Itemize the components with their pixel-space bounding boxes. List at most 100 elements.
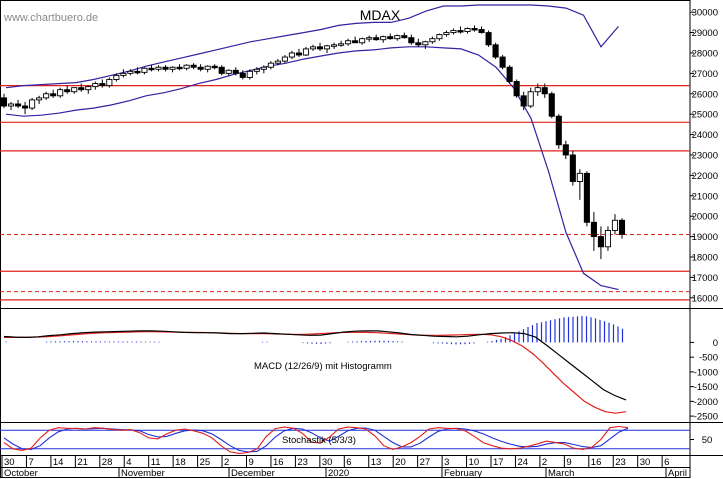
macd-y-tick-label: -500	[699, 353, 718, 364]
candle-body	[141, 67, 148, 73]
candle-body	[162, 66, 169, 70]
candle-body	[457, 30, 464, 33]
macd-label: MACD (12/26/9) mit Histogramm	[254, 361, 392, 372]
price-y-tick-label: 26000	[692, 89, 718, 100]
candle-body	[331, 44, 338, 47]
candle-body	[415, 42, 422, 46]
x-tick-label: 30	[640, 457, 651, 468]
candle-body	[64, 89, 71, 93]
candle-body	[197, 66, 204, 70]
candle-body	[99, 83, 106, 87]
x-tick-label: 10	[469, 457, 480, 468]
candle-body	[92, 83, 99, 88]
candle-body	[29, 99, 36, 109]
candle-body	[218, 66, 225, 74]
candle-body	[548, 93, 555, 117]
candle-body	[527, 91, 534, 107]
x-tick-label: 11	[151, 457, 161, 468]
macd-signal-line	[4, 331, 627, 414]
candle-body	[134, 70, 141, 74]
candle-body	[555, 115, 562, 146]
candle-body	[176, 66, 183, 70]
candle-body	[281, 56, 288, 62]
price-y-tick-label: 16000	[692, 293, 718, 304]
x-tick-label: 4	[126, 457, 131, 468]
x-tick-label: 30	[4, 457, 15, 468]
candle-body	[43, 93, 50, 99]
candle-body	[253, 68, 260, 72]
x-tick-label: 2	[224, 457, 229, 468]
candle-body	[478, 29, 485, 34]
x-tick-label: 28	[102, 457, 113, 468]
candle-body	[394, 35, 401, 40]
candle-body	[267, 62, 274, 68]
candle-body	[288, 52, 295, 58]
price-y-tick-label: 19000	[692, 232, 718, 243]
candle-body	[295, 52, 303, 56]
x-tick-label: 25	[200, 457, 211, 468]
candle-body	[373, 37, 380, 41]
x-tick-label: 9	[566, 457, 571, 468]
candle-body	[387, 36, 394, 40]
x-tick-label: 17	[493, 457, 504, 468]
candle-body	[225, 69, 232, 74]
candle-body	[618, 219, 626, 236]
x-tick-label: 24	[517, 457, 528, 468]
x-tick-label: 16	[273, 457, 284, 468]
candle-body	[611, 219, 619, 231]
price-y-tick-label: 29000	[692, 28, 718, 39]
candle-body	[246, 70, 253, 78]
stoch-k-line	[3, 425, 629, 454]
candle-body	[309, 46, 317, 50]
candle-body	[464, 28, 471, 32]
price-y-tick-label: 20000	[692, 212, 718, 223]
candle-body	[401, 35, 408, 39]
macd-y-tick-label: -1500	[694, 382, 718, 393]
price-y-tick-label: 23000	[692, 150, 718, 161]
candle-body	[274, 60, 281, 64]
x-tick-label: 23	[297, 457, 308, 468]
candle-body	[499, 56, 506, 68]
x-tick-label: 6	[346, 457, 351, 468]
macd-line	[3, 330, 627, 401]
candle-body	[562, 144, 569, 156]
candle-body	[78, 87, 85, 91]
candle-body	[583, 172, 590, 223]
candle-body	[302, 48, 310, 56]
macd-panel: 0 -500 -1000 -1500 -2000 -2500	[3, 316, 718, 423]
candle-body	[232, 69, 239, 74]
macd-y-tick-label: -2000	[694, 397, 718, 408]
candle-body	[22, 105, 29, 109]
watermark: www.chartbuero.de	[3, 12, 98, 24]
plot-border	[0, 0, 691, 478]
candle-body	[380, 36, 387, 41]
price-y-tick-label: 22000	[692, 171, 718, 182]
candle-body	[50, 93, 57, 97]
x-tick-label: 13	[371, 457, 382, 468]
candle-body	[316, 46, 324, 50]
x-tick-label: 14	[53, 457, 64, 468]
candle-body	[366, 37, 373, 40]
candle-body	[57, 89, 64, 97]
candle-body	[239, 72, 246, 78]
candle-body	[169, 66, 176, 70]
candle-body	[0, 97, 8, 107]
candle-body	[106, 79, 113, 87]
candle-body	[492, 44, 499, 58]
stochastic-label: Stochastik (5/3/3)	[282, 435, 356, 446]
x-tick-label: 2	[542, 457, 547, 468]
candle-body	[506, 66, 513, 82]
x-tick-label: 23	[615, 457, 626, 468]
price-y-tick-label: 21000	[692, 191, 718, 202]
candle-body	[352, 40, 359, 44]
candle-body	[120, 72, 127, 76]
candle-body	[541, 87, 548, 95]
candle-body	[513, 81, 520, 97]
candle-body	[183, 64, 190, 69]
chart-title: MDAX	[360, 7, 401, 23]
month-label: 2020	[328, 468, 349, 479]
candle-body	[471, 28, 478, 31]
candle-body	[323, 45, 331, 50]
